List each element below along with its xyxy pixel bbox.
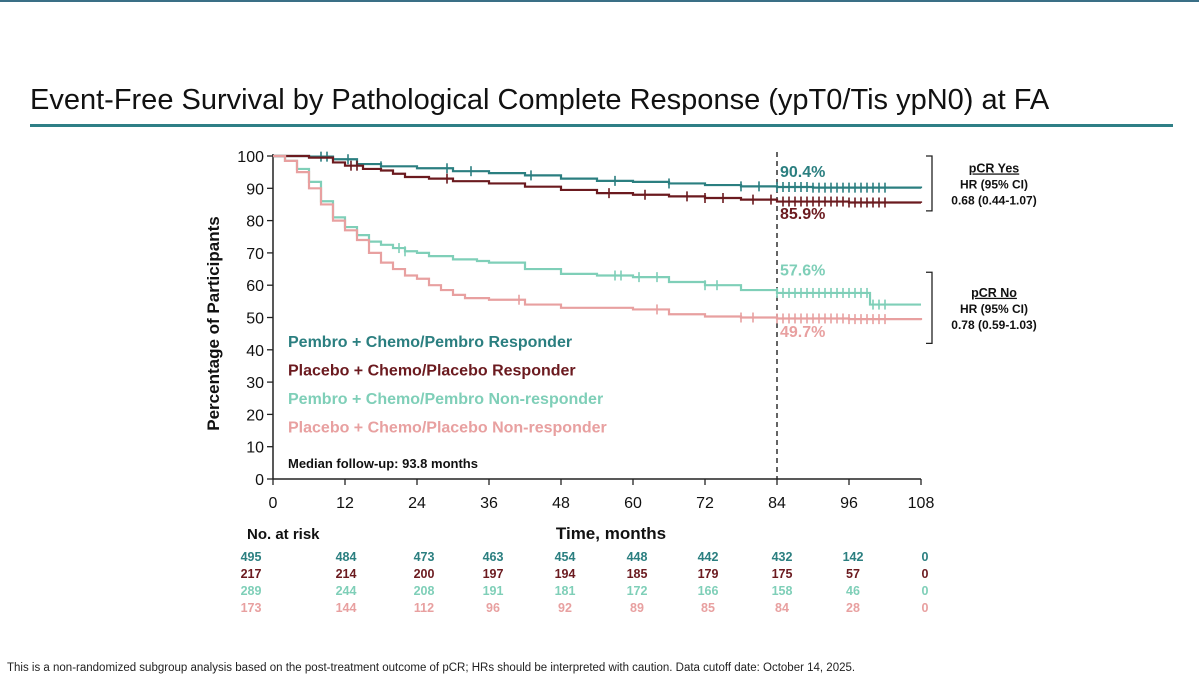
risk-cell: 85 [701,601,715,615]
y-axis-label: Percentage of Participants [204,216,223,430]
hr-label: HR (95% CI) [960,302,1028,316]
risk-cell: 28 [846,601,860,615]
risk-cell: 57 [846,567,860,581]
risk-cell: 96 [486,601,500,615]
risk-cell: 194 [555,567,576,581]
x-tick-label: 36 [480,495,498,512]
legend-entry-2: Pembro + Chemo/Pembro Non-responder [288,391,603,408]
risk-cell: 448 [627,550,648,564]
y-tick-label: 50 [246,311,264,328]
bracket [926,155,933,212]
x-axis-label: Time, months [556,524,666,543]
axes: 0 10 20 30 40 50 60 70 80 90 100 0 12 24 36 48 60 72 84 96 1… [204,149,934,543]
risk-cell: 0 [922,584,929,598]
legend: Pembro + Chemo/Pembro Responder Placebo +… [288,334,607,471]
labels-layer: 90.4% 85.9% 57.6% 49.7% [780,164,825,341]
series-layer [273,151,923,325]
risk-cell: 179 [698,567,719,581]
x-tick-label: 72 [696,495,714,512]
risk-cell: 181 [555,584,576,598]
median-followup: Median follow-up: 93.8 months [288,456,478,471]
series-line-3 [273,154,923,321]
risk-cell: 173 [241,601,262,615]
x-tick-label: 60 [624,495,642,512]
y-tick-label: 70 [246,246,264,263]
risk-cell: 495 [241,550,262,564]
risk-cell: 454 [555,550,576,564]
risk-cell: 144 [336,601,357,615]
y-tick-label: 10 [246,440,264,457]
risk-table-title: No. at risk [247,526,320,543]
risk-cell: 158 [772,584,793,598]
risk-cell: 442 [698,550,719,564]
slide-title: Event-Free Survival by Pathological Comp… [30,84,1050,116]
landmark-label-3: 49.7% [780,324,825,341]
x-tick-label: 84 [768,495,786,512]
hr-value: 0.78 (0.59-1.03) [951,318,1036,332]
risk-cell: 84 [775,601,789,615]
risk-cell: 166 [698,584,719,598]
legend-entry-3: Placebo + Chemo/Placebo Non-responder [288,420,607,437]
y-tick-label: 20 [246,407,264,424]
y-tick-label: 30 [246,375,264,392]
y-tick-label: 100 [237,149,264,166]
legend-entry-1: Placebo + Chemo/Placebo Responder [288,363,576,380]
risk-cell: 0 [922,550,929,564]
risk-cell: 289 [241,584,262,598]
y-tick-label: 0 [255,472,264,489]
risk-cell: 432 [772,550,793,564]
risk-cell: 0 [922,601,929,615]
risk-cell: 112 [414,601,434,615]
title-rule [30,124,1173,127]
risk-cell: 142 [843,550,864,564]
x-tick-label: 48 [552,495,570,512]
risk-cell: 208 [414,584,435,598]
x-tick-label: 12 [336,495,354,512]
risk-cell: 46 [846,584,860,598]
hr-label: HR (95% CI) [960,177,1028,191]
y-tick-label: 90 [246,181,264,198]
top-border [0,0,1199,2]
x-tick-label: 108 [908,495,935,512]
risk-cell: 172 [627,584,648,598]
risk-cell: 244 [336,584,357,598]
risk-cell: 473 [414,550,435,564]
x-tick-label: 0 [269,495,278,512]
footnote: This is a non-randomized subgroup analys… [7,662,856,674]
hr-value: 0.68 (0.44-1.07) [951,193,1036,207]
risk-cell: 214 [336,567,357,581]
risk-table: No. at risk 495 484 473 463 454 448 442 432 142 0 2… [241,526,929,615]
risk-cell: 200 [414,567,435,581]
series-line-2 [273,154,921,306]
legend-entry-0: Pembro + Chemo/Pembro Responder [288,334,572,351]
risk-cell: 484 [336,550,357,564]
y-tick-label: 80 [246,214,264,231]
risk-cell: 197 [483,567,504,581]
risk-cell: 89 [630,601,644,615]
bracket [926,271,933,344]
landmark-label-1: 85.9% [780,206,825,223]
risk-cell: 0 [922,567,929,581]
y-tick-label: 60 [246,278,264,295]
risk-cell: 217 [241,567,262,581]
annotation-heading: pCR Yes [969,161,1020,175]
risk-cell: 185 [627,567,648,581]
risk-cell: 191 [483,584,504,598]
landmark-label-2: 57.6% [780,263,825,280]
risk-cell: 463 [483,550,504,564]
landmark-label-0: 90.4% [780,164,825,181]
y-tick-label: 40 [246,343,264,360]
annotation-heading: pCR No [971,286,1017,300]
x-tick-label: 24 [408,495,426,512]
hr-annotations: pCR Yes HR (95% CI) 0.68 (0.44-1.07) pCR No… [926,155,1037,344]
x-tick-label: 96 [840,495,858,512]
risk-cell: 175 [772,567,793,581]
risk-cell: 92 [558,601,572,615]
